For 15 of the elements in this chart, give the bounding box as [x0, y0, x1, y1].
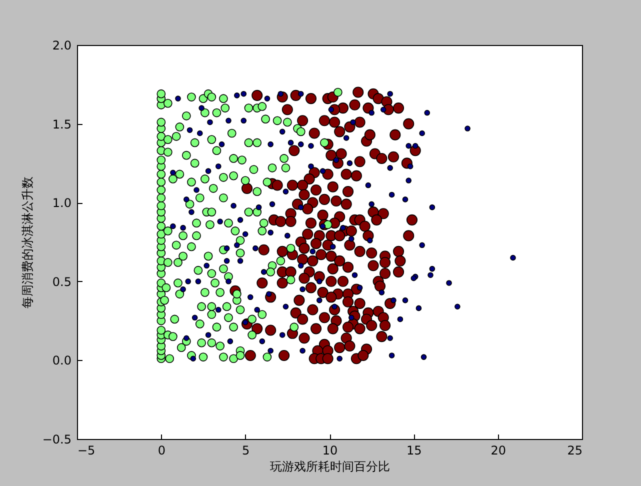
y-axis-title: 每周消费的冰淇淋公升数 — [20, 176, 34, 308]
x-tick-label: −5 — [78, 444, 96, 458]
y-tick-label: 0.0 — [52, 354, 72, 368]
x-tick-label: 5 — [242, 444, 250, 458]
y-tick-label: 0.5 — [52, 274, 72, 289]
x-tick-label: 25 — [567, 444, 582, 458]
x-tick-label: 15 — [406, 444, 422, 458]
y-tick-label: 1.5 — [52, 117, 72, 132]
x-tick-label: 0 — [158, 444, 166, 458]
x-tick-label: 20 — [490, 444, 506, 458]
x-tick-label: 10 — [322, 444, 338, 458]
y-tick-label: 2.0 — [52, 38, 72, 52]
y-tick-label: −0.5 — [42, 432, 72, 446]
y-tick-label: 1.0 — [52, 196, 72, 210]
x-axis-title: 玩游戏所耗时间百分比 — [270, 460, 390, 474]
